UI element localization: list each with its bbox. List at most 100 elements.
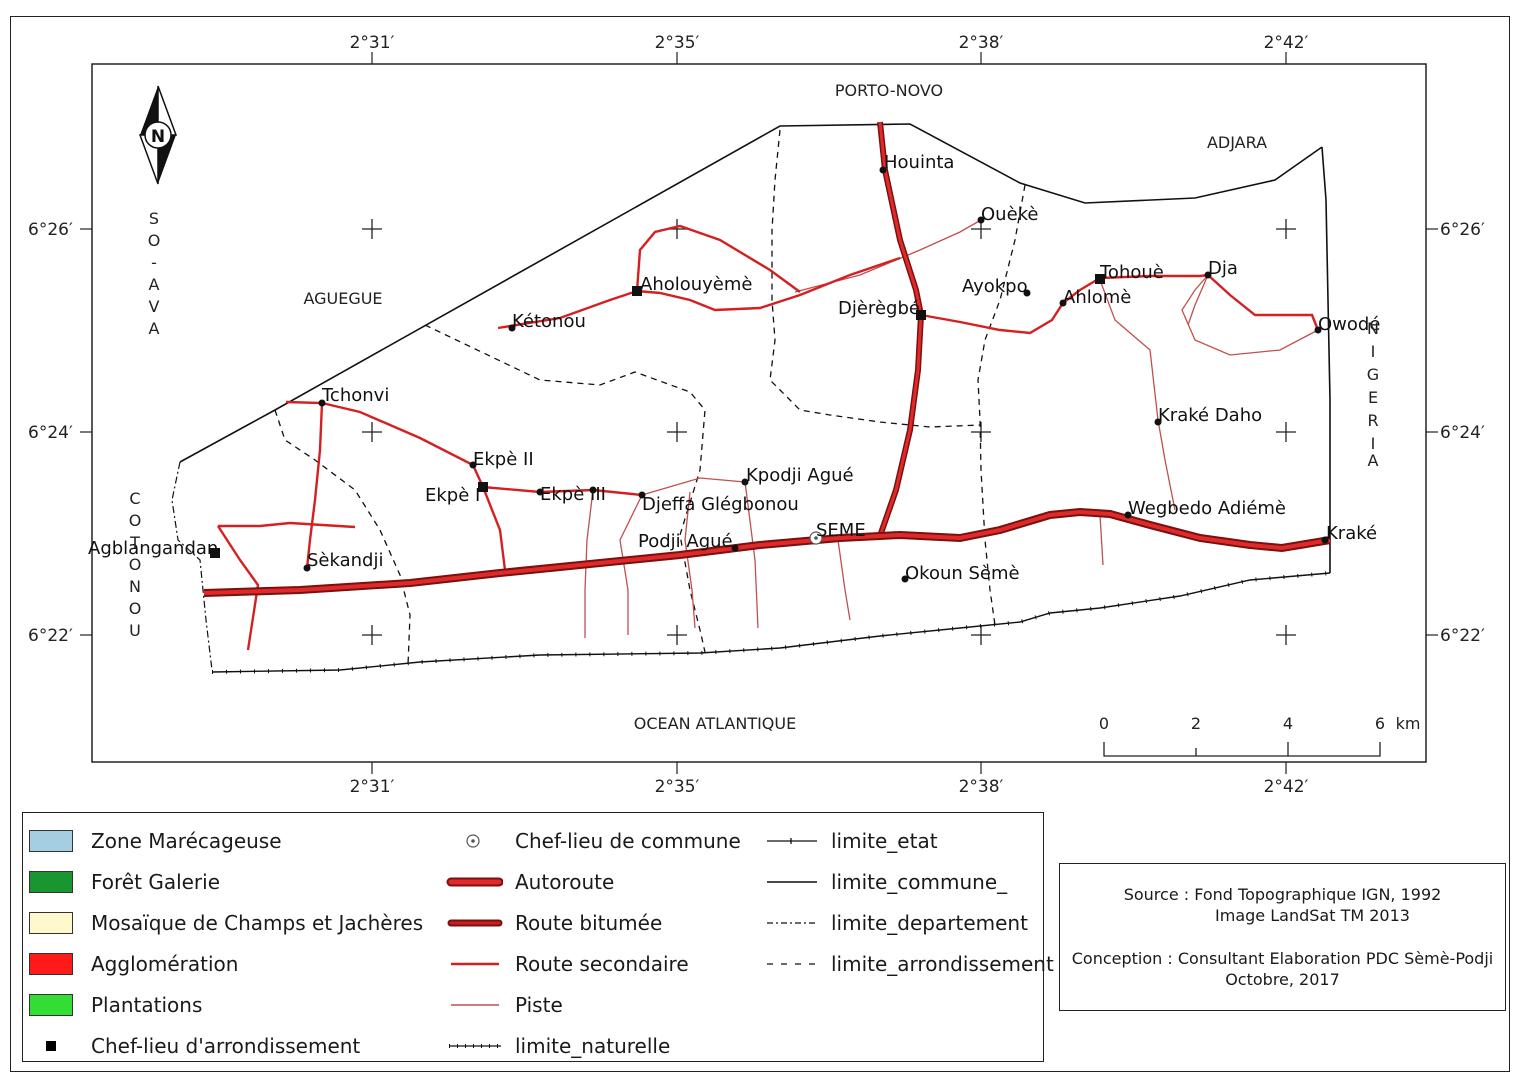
scale-tick-4: 4 — [1283, 714, 1293, 733]
svg-text:R: R — [1367, 411, 1378, 430]
legend-item-limite-naturelle: limite_naturelle — [441, 1031, 670, 1061]
place-ahlome: Ahlomè — [1063, 287, 1131, 308]
svg-text:N: N — [129, 577, 141, 596]
legend-item-route-secondaire: Route secondaire — [441, 949, 689, 979]
source-line-1: Source : Fond Topographique IGN, 1992 — [1123, 885, 1442, 904]
legend-item-plantations: Plantations — [29, 990, 202, 1020]
coord-bottom-1: 2°31′ — [350, 777, 395, 797]
secondary-roads — [216, 224, 1320, 651]
limite-arrondissement-symbol — [767, 963, 817, 965]
coord-bottom-4: 2°42′ — [1264, 777, 1309, 797]
limite-etat-symbol — [767, 838, 817, 844]
legend-item-agglomeration: Agglomération — [29, 949, 238, 979]
svg-text:T: T — [129, 533, 140, 552]
route-bitumee-symbol — [447, 919, 503, 927]
legend-item-limite-departement: limite_departement — [763, 908, 1028, 938]
region-nigeria: N I G E R I A — [1367, 319, 1379, 470]
place-tchonvi: Tchonvi — [321, 385, 389, 406]
limite-naturelle-symbol — [449, 1044, 501, 1048]
legend-label: Plantations — [91, 993, 203, 1017]
north-arrow-icon: N — [138, 85, 178, 185]
place-ketonou: Kétonou — [512, 311, 586, 332]
legend-item-autoroute: Autoroute — [441, 867, 614, 897]
coord-top-4: 2°42′ — [1264, 33, 1309, 53]
svg-text:G: G — [1367, 365, 1379, 384]
department-boundary — [171, 461, 213, 671]
place-agblangandan: Agblangandan — [88, 538, 218, 559]
legend-label: Chef-lieu d'arrondissement — [91, 1034, 361, 1058]
square-marker-icon — [29, 1035, 73, 1057]
place-krake-daho: Kraké Daho — [1158, 405, 1262, 426]
route-secondaire-symbol — [451, 962, 499, 966]
place-ekpe1: Ekpè I — [425, 485, 480, 506]
swatch-mosaique — [29, 912, 73, 934]
legend-label: Autoroute — [515, 870, 615, 894]
scale-tick-2: 2 — [1191, 714, 1201, 733]
coord-left-2: 6°24′ — [28, 423, 73, 443]
commune-seat-icon — [466, 834, 480, 848]
legend-label: limite_arrondissement — [831, 952, 1054, 976]
swatch-agglomeration — [29, 953, 73, 975]
place-tohoue: Tohouè — [1099, 262, 1164, 283]
autoroute-symbol — [446, 877, 503, 887]
map-frame — [91, 63, 1427, 763]
swatch-zone-marecageuse — [29, 830, 73, 852]
state-boundary — [1321, 146, 1331, 573]
legend-label: Forêt Galerie — [91, 870, 221, 894]
coord-bottom-2: 2°35′ — [655, 777, 700, 797]
place-seme: SEME — [816, 520, 866, 541]
legend-item-mosaique: Mosaïque de Champs et Jachères — [29, 908, 423, 938]
svg-text:V: V — [149, 297, 160, 316]
svg-text:N: N — [1367, 319, 1379, 338]
legend-label: limite_etat — [831, 829, 938, 853]
grid-crosses — [362, 219, 1296, 645]
source-line-3: Conception : Consultant Elaboration PDC … — [1071, 949, 1494, 968]
coord-bottom-3: 2°38′ — [959, 777, 1004, 797]
svg-text:A: A — [1368, 451, 1379, 470]
limite-departement-symbol — [767, 922, 817, 924]
legend-label: Agglomération — [91, 952, 239, 976]
place-owode: Owodé — [1318, 314, 1380, 335]
coord-right-2: 6°24′ — [1440, 423, 1485, 443]
legend-item-limite-arrondissement: limite_arrondissement — [763, 949, 1054, 979]
autoroute — [203, 509, 1331, 595]
region-adjara: ADJARA — [1207, 133, 1267, 152]
place-okoun: Okoun Sèmè — [905, 563, 1020, 584]
place-oueke: Ouèkè — [981, 204, 1039, 225]
scale-tick-6: 6 — [1375, 714, 1385, 733]
legend-item-route-bitumee: Route bitumée — [441, 908, 662, 938]
place-krake: Kraké — [1326, 523, 1377, 544]
limite-commune-symbol — [767, 881, 817, 883]
source-line-4: Octobre, 2017 — [1225, 970, 1340, 989]
arrondissement-boundaries — [274, 129, 1026, 666]
source-line-2: Image LandSat TM 2013 — [1215, 906, 1410, 925]
region-cotonou: C O T O N O U — [129, 489, 142, 640]
svg-text:O: O — [129, 511, 142, 530]
source-box: Source : Fond Topographique IGN, 1992 Im… — [1059, 863, 1506, 1011]
coord-right-1: 6°26′ — [1440, 220, 1485, 240]
legend-item-chef-lieu-arrondissement: Chef-lieu d'arrondissement — [29, 1031, 360, 1061]
coord-top-2: 2°35′ — [655, 33, 700, 53]
legend-item-chef-lieu-commune: Chef-lieu de commune — [441, 826, 741, 856]
piste-symbol — [451, 1004, 499, 1006]
legend-label: limite_naturelle — [515, 1034, 671, 1058]
legend-item-limite-commune: limite_commune_ — [763, 867, 1007, 897]
svg-text:S: S — [149, 209, 159, 228]
north-label: N — [151, 127, 165, 147]
svg-text:O: O — [129, 555, 142, 574]
scale-unit: km — [1396, 714, 1421, 733]
svg-text:A: A — [149, 319, 160, 338]
svg-text:U: U — [129, 621, 141, 640]
region-aguegue: AGUEGUE — [303, 289, 382, 308]
legend-item-foret-galerie: Forêt Galerie — [29, 867, 220, 897]
svg-text:C: C — [129, 489, 140, 508]
legend-label: limite_departement — [831, 911, 1028, 935]
svg-text:E: E — [1368, 388, 1378, 407]
region-ocean: OCEAN ATLANTIQUE — [634, 714, 796, 733]
frame-ticks — [80, 52, 1438, 774]
svg-text:-: - — [151, 253, 157, 272]
place-ekpe2: Ekpè II — [473, 449, 534, 470]
legend-label: Chef-lieu de commune — [515, 829, 741, 853]
legend-label: Zone Marécageuse — [91, 829, 282, 853]
